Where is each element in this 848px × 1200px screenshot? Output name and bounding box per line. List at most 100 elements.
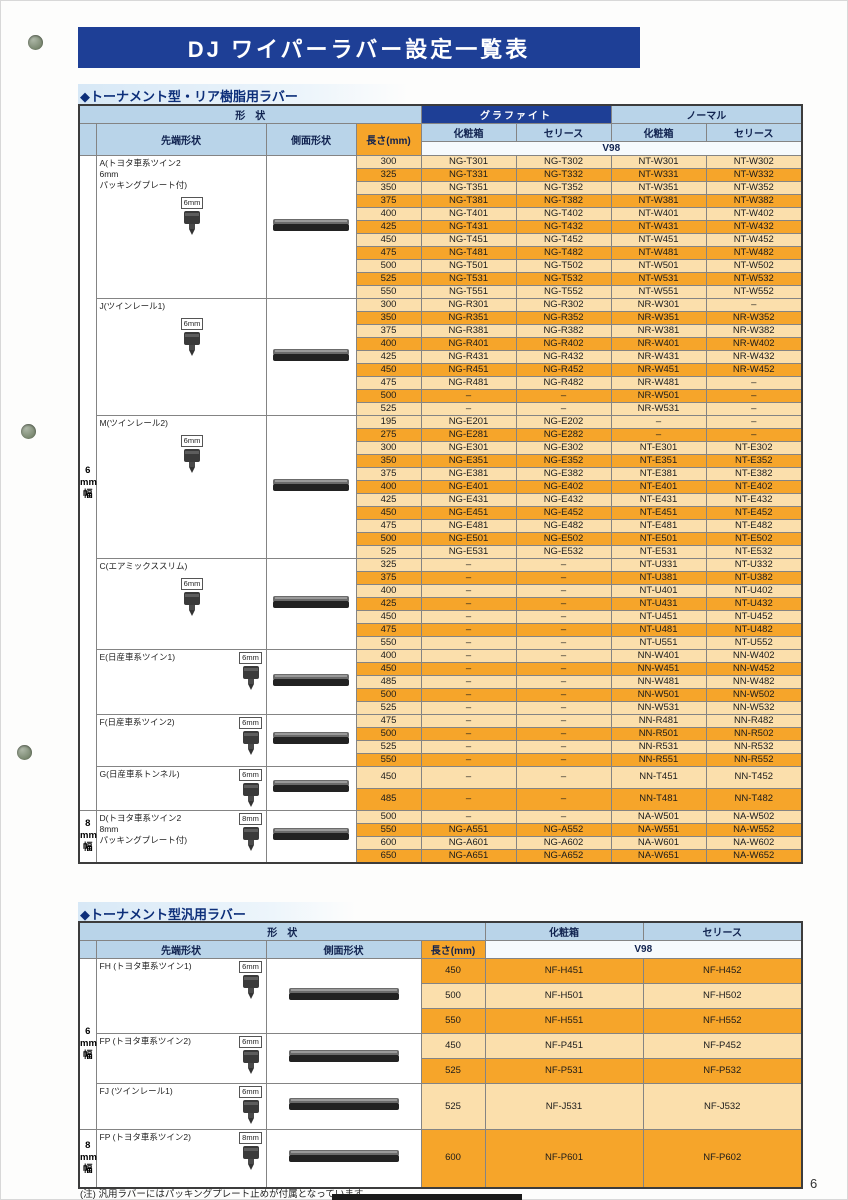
tip-shape-cell: G(日産車系トンネル) 6mm [95, 766, 267, 811]
tip-shape-photo [184, 210, 200, 235]
length-cell: 425 [355, 220, 422, 234]
part-number-cell: NG-E202 [515, 415, 612, 429]
length-cell: 475 [355, 623, 422, 637]
tip-shape-label: J(ツインレール1) [99, 301, 166, 311]
spec-row: C(エアミックススリム) 6mm 325– – NT-U331 NT-U332 [79, 558, 803, 650]
spec-row: 275 NG-E281 NG-E282– – [79, 428, 803, 442]
tip-shape-cell: FP (トヨタ車系ツイン2) 6mm [95, 1033, 267, 1084]
tip-shape-label: M(ツインレール2) [99, 418, 168, 428]
length-cell: 525 [420, 1058, 486, 1084]
spec-row: 425 NG-R431 NG-R432 NR-W431 NR-W432 [79, 350, 803, 364]
part-number-cell: NG-E302 [515, 441, 612, 455]
part-number-cell: – [705, 376, 803, 390]
graphite-series-header: セリース [515, 123, 612, 142]
part-number-cell: NG-E452 [515, 506, 612, 520]
header-row-groups: 形 状 グラファイト ノーマル [78, 104, 803, 124]
width-band-label: 8 mm 幅 [78, 809, 97, 864]
part-number-cell: NT-W482 [705, 246, 803, 260]
length-cell: 475 [355, 376, 422, 390]
side-shape-photo [273, 595, 349, 608]
side-shape-photo [288, 987, 399, 1000]
part-number-cell: NG-E532 [515, 545, 612, 559]
length-cell: 500 [355, 727, 422, 741]
part-number-cell: NG-E502 [515, 532, 612, 546]
length-cell: 375 [355, 467, 422, 481]
length-cell: 500 [355, 259, 422, 273]
spec-row: 8 mm 幅 FP (トヨタ車系ツイン2) 8mm 600 NF-P601 NF-P602 [78, 1129, 803, 1188]
part-number-cell: NG-R452 [515, 363, 612, 377]
part-number-cell: – [515, 809, 612, 824]
part-number-cell: NT-E381 [610, 467, 707, 481]
header-row-columns: 先端形状 側面形状 長さ(mm) 化粧箱 セリース 化粧箱 セリース [78, 123, 803, 156]
side-shape-photo [273, 827, 349, 840]
spec-row: 6 mm 幅 FH (トヨタ車系ツイン1) 6mm 450 NF-H451 NF-H452 [78, 958, 803, 1130]
part-number-cell: NG-T452 [515, 233, 612, 247]
part-number-cell: NG-E382 [515, 467, 612, 481]
part-number-cell: – [515, 714, 612, 728]
part-number-cell: NT-U551 [610, 636, 707, 650]
part-number-cell: NR-W452 [705, 363, 803, 377]
spec-row: 525 NG-T531 NG-T532 NT-W531 NT-W532 [79, 272, 803, 286]
part-number-cell: NN-W451 [610, 662, 707, 676]
part-number-cell: NG-R351 [420, 311, 517, 325]
header-row-groups: 形 状 化粧箱 セリース [78, 921, 803, 941]
length-cell: 550 [355, 822, 422, 837]
part-number-cell: NG-A651 [420, 848, 517, 864]
length-cell: 450 [355, 610, 422, 624]
spec-row: 350 NG-R351 NG-R352 NR-W351 NR-W352 [79, 311, 803, 325]
width-tag: 8mm [239, 812, 262, 825]
spec-row: 450 NG-E451 NG-E452 NT-E451 NT-E452 [79, 506, 803, 520]
length-cell: 400 [355, 207, 422, 221]
tip-shape-visual: 6mm [122, 318, 263, 357]
part-number-cell: NT-W502 [705, 259, 803, 273]
part-number-cell: NF-H552 [642, 1008, 803, 1034]
part-number-cell: NG-E401 [420, 480, 517, 494]
normal-series-header: セリース [705, 123, 803, 142]
length-cell: 375 [355, 324, 422, 338]
part-number-cell: – [515, 584, 612, 598]
normal-box-header: 化粧箱 [610, 123, 707, 142]
part-number-cell: NA-W501 [610, 809, 707, 824]
length-cell: 500 [355, 532, 422, 546]
width-tag: 6mm [180, 578, 204, 590]
tip-shape-visual: 6mm [122, 578, 263, 617]
binder-hole-top [28, 35, 43, 50]
length-cell: 400 [355, 480, 422, 494]
part-number-cell: NG-R402 [515, 337, 612, 351]
length-cell: 485 [355, 675, 422, 689]
part-number-cell: – [420, 740, 517, 754]
part-number-cell: NT-E401 [610, 480, 707, 494]
part-number-cell: NT-E531 [610, 545, 707, 559]
part-number-cell: NF-P531 [484, 1058, 644, 1084]
spec-row: 375 NG-T381 NG-T382 NT-W381 NT-W382 [79, 194, 803, 208]
length-cell: 325 [355, 168, 422, 182]
part-number-cell: NG-R432 [515, 350, 612, 364]
length-cell: 300 [355, 441, 422, 455]
tip-shape-label: FH (トヨタ車系ツイン1) [99, 961, 192, 971]
length-cell: 485 [355, 787, 422, 811]
part-number-cell: – [420, 727, 517, 741]
series-header: セリース [642, 921, 803, 941]
part-number-cell: NR-W451 [610, 363, 707, 377]
side-shape-photo [273, 779, 349, 792]
part-number-cell: NT-W551 [610, 285, 707, 299]
tip-shape-cell: A(トヨタ車系ツイン2 6mm パッキングプレート付) 6mm [95, 155, 267, 299]
spec-row: 350 NG-T351 NG-T352 NT-W351 NT-W352 [79, 181, 803, 195]
part-number-cell: NF-H551 [484, 1008, 644, 1034]
part-number-cell: NG-T352 [515, 181, 612, 195]
part-number-cell: NG-R302 [515, 298, 612, 312]
section-heading-rear: ◆トーナメント型・リア樹脂用ラバー [78, 84, 408, 107]
length-cell: 325 [355, 558, 422, 572]
part-number-cell: – [420, 623, 517, 637]
part-number-cell: NG-A601 [420, 835, 517, 850]
spec-row: 450 NG-R451 NG-R452 NR-W451 NR-W452 [79, 363, 803, 377]
length-cell: 375 [355, 571, 422, 585]
length-cell: 300 [355, 298, 422, 312]
length-cell: 650 [355, 848, 422, 864]
part-number-cell: NN-T481 [610, 787, 707, 811]
part-number-cell: NR-W402 [705, 337, 803, 351]
tip-shape-label: E(日産車系ツイン1) [99, 652, 176, 662]
part-number-cell: NG-E432 [515, 493, 612, 507]
part-number-cell: NF-P532 [642, 1058, 803, 1084]
v98-header: V98 [484, 940, 803, 959]
